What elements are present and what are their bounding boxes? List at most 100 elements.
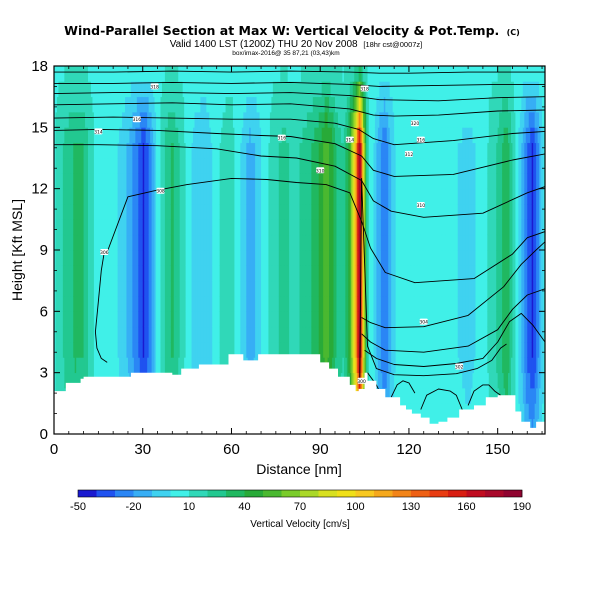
field-cell [120,142,123,159]
field-cell [240,173,243,190]
field-cell [54,219,56,236]
field-cell [123,234,126,251]
field-cell [145,219,148,236]
field-cell [167,234,170,251]
field-cell [274,234,277,251]
field-cell [266,142,269,159]
field-cell [173,219,176,236]
field-cell [145,296,148,312]
field-cell [197,265,200,282]
field-cell [138,188,141,205]
field-cell [324,188,327,205]
field-cell [119,66,121,82]
field-cell [320,112,323,128]
field-cell [159,188,161,205]
field-cell [150,173,153,190]
field-cell [105,296,108,312]
field-cell [354,127,357,144]
field-cell [133,265,136,282]
field-cell [203,250,206,266]
chart-title-mark: (C) [507,28,520,37]
field-cell [244,265,247,282]
field-cell [65,188,68,205]
field-cell [355,96,358,113]
field-cell [163,311,166,328]
field-cell [213,66,216,82]
field-cell [70,357,73,374]
field-cell [253,112,256,128]
field-cell [194,234,197,251]
field-cell [343,357,346,374]
field-cell [351,250,354,266]
field-cell [135,357,138,374]
field-cell [308,250,311,266]
field-cell [333,296,336,312]
field-cell [321,311,324,328]
field-cell [122,112,124,128]
field-cell [141,112,144,128]
field-cell [157,81,160,98]
field-cell [79,250,82,266]
field-cell [222,219,225,236]
field-cell [156,296,158,312]
field-cell [264,173,266,190]
field-cell [73,234,76,251]
field-cell [85,142,87,159]
field-cell [130,142,133,159]
field-cell [64,326,67,343]
field-cell [58,250,61,266]
field-cell [185,142,188,159]
field-cell [197,311,200,328]
field-cell [124,188,127,205]
field-cell [163,296,166,312]
field-cell [354,96,357,113]
field-cell [234,250,237,266]
field-cell [90,188,93,205]
field-cell [178,265,181,282]
field-cell [173,188,176,205]
field-cell [299,66,302,82]
field-cell [337,326,340,343]
field-cell [83,265,86,282]
field-cell [277,66,280,82]
field-cell [95,66,98,82]
field-cell [258,280,260,297]
field-cell [272,173,275,190]
field-cell [280,311,283,328]
field-cell [172,112,175,128]
field-cell [334,112,337,128]
field-cell [354,204,357,220]
field-cell [355,342,358,358]
field-cell [101,326,104,343]
field-cell [166,81,169,98]
field-cell [70,250,73,266]
field-cell [95,127,98,144]
field-cell [346,296,349,312]
field-cell [176,219,179,236]
field-cell [274,66,277,82]
field-cell [148,342,151,358]
field-cell [164,265,167,282]
field-cell [127,250,130,266]
field-cell [86,219,89,236]
field-cell [327,188,330,205]
field-cell [318,158,321,174]
field-cell [73,81,76,98]
field-cell [306,342,309,358]
field-cell [181,219,184,236]
field-cell [163,66,166,82]
field-cell [314,219,317,236]
field-cell [187,342,189,358]
field-cell [62,66,65,82]
field-cell [280,204,283,220]
field-cell [327,81,330,98]
field-cell [64,112,67,128]
field-cell [295,188,297,205]
field-cell [340,280,343,297]
field-cell [348,296,351,312]
field-cell [277,234,280,251]
field-cell [70,173,73,190]
field-cell [349,296,352,312]
field-cell [357,112,360,128]
field-cell [73,127,76,144]
